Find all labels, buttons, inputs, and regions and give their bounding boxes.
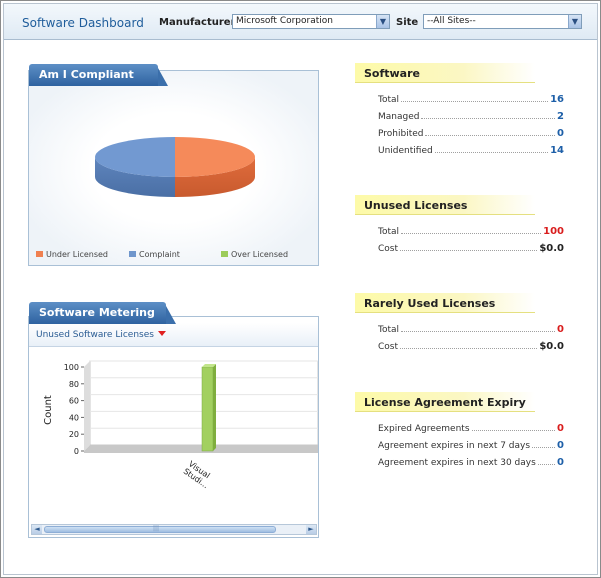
row-leader bbox=[421, 118, 556, 119]
pie-side-complaint bbox=[95, 157, 175, 197]
unused-licenses-title: Unused Licenses bbox=[355, 195, 535, 215]
row-value[interactable]: 0 bbox=[557, 440, 564, 451]
row-leader bbox=[401, 331, 556, 332]
manufacturer-label: Manufacturer bbox=[159, 17, 236, 28]
license-expiry-row: Expired Agreements 0 bbox=[378, 422, 564, 434]
scroll-left-icon[interactable]: ◄ bbox=[32, 525, 42, 534]
row-value[interactable]: 0 bbox=[557, 128, 564, 139]
grip-icon: ||| bbox=[153, 525, 160, 532]
row-value[interactable]: 14 bbox=[550, 145, 564, 156]
y-tick-label: 0 bbox=[74, 447, 79, 456]
scroll-right-icon[interactable]: ► bbox=[306, 525, 316, 534]
metering-toolbar bbox=[29, 323, 318, 347]
rarely-used-title: Rarely Used Licenses bbox=[355, 293, 535, 313]
chart-left-wall bbox=[84, 361, 90, 451]
pie-slice-under-licensed bbox=[175, 137, 255, 177]
row-value[interactable]: 0 bbox=[557, 423, 564, 434]
row-leader bbox=[471, 430, 556, 431]
license-expiry-title: License Agreement Expiry bbox=[355, 392, 535, 412]
software-row: Managed 2 bbox=[378, 110, 564, 122]
chevron-down-icon[interactable]: ▼ bbox=[376, 15, 389, 28]
rarely-used-row: Cost $0.0 bbox=[378, 340, 564, 352]
y-tick-label: 100 bbox=[64, 363, 79, 372]
compliance-pie-chart bbox=[95, 137, 255, 197]
software-row: Unidentified 14 bbox=[378, 144, 564, 156]
row-leader bbox=[532, 447, 556, 448]
site-value: --All Sites-- bbox=[427, 16, 476, 26]
software-section-title: Software bbox=[355, 63, 535, 83]
software-row: Prohibited 0 bbox=[378, 127, 564, 139]
row-value[interactable]: 0 bbox=[557, 457, 564, 468]
row-label: Agreement expires in next 30 days bbox=[378, 458, 536, 468]
legend-under-licensed: Under Licensed bbox=[36, 250, 108, 259]
pie-side-under-licensed bbox=[175, 157, 255, 197]
y-tick-label: 60 bbox=[69, 397, 79, 406]
legend-label: Complaint bbox=[139, 250, 180, 259]
row-label: Agreement expires in next 7 days bbox=[378, 441, 531, 451]
row-value[interactable]: $0.0 bbox=[539, 243, 564, 254]
legend-swatch bbox=[221, 251, 228, 257]
row-label: Unidentified bbox=[378, 146, 433, 156]
bar-side bbox=[213, 364, 216, 451]
metering-dropdown[interactable]: Unused Software Licenses bbox=[36, 330, 166, 340]
site-select[interactable]: --All Sites-- ▼ bbox=[423, 14, 582, 29]
row-value[interactable]: $0.0 bbox=[539, 341, 564, 352]
compliance-panel-title: Am I Compliant bbox=[29, 64, 168, 86]
manufacturer-value: Microsoft Corporation bbox=[236, 16, 333, 26]
legend-swatch bbox=[36, 251, 43, 257]
metering-panel-title: Software Metering bbox=[29, 302, 176, 324]
caret-down-icon[interactable] bbox=[157, 331, 166, 336]
row-leader bbox=[401, 101, 549, 102]
top-bar: Software Dashboard Manufacturer Microsof… bbox=[4, 4, 597, 40]
pie-slice-complaint bbox=[95, 137, 175, 177]
bar-top bbox=[202, 364, 216, 367]
manufacturer-select[interactable]: Microsoft Corporation ▼ bbox=[232, 14, 390, 29]
row-label: Total bbox=[378, 227, 400, 237]
metering-bar-chart: 0 20 40 60 80 100 VisualStudi... Count bbox=[43, 360, 318, 490]
scroll-thumb[interactable]: ||| bbox=[44, 525, 276, 533]
row-label: Cost bbox=[378, 342, 399, 352]
legend-over-licensed: Over Licensed bbox=[221, 250, 288, 259]
y-tick-label: 40 bbox=[69, 413, 79, 422]
row-leader bbox=[400, 250, 538, 251]
row-value[interactable]: 16 bbox=[550, 94, 564, 105]
legend-label: Over Licensed bbox=[231, 250, 289, 259]
row-label: Total bbox=[378, 95, 400, 105]
bar-front[interactable] bbox=[201, 366, 214, 452]
row-leader bbox=[401, 233, 542, 234]
unused-licenses-row: Total 100 bbox=[378, 225, 564, 237]
row-label: Prohibited bbox=[378, 129, 424, 139]
y-tick-label: 20 bbox=[69, 430, 79, 439]
software-row: Total 16 bbox=[378, 93, 564, 105]
legend-label: Under Licensed bbox=[46, 250, 108, 259]
row-value[interactable]: 100 bbox=[543, 226, 564, 237]
legend-complaint: Complaint bbox=[129, 250, 180, 259]
row-value[interactable]: 2 bbox=[557, 111, 564, 122]
license-expiry-row: Agreement expires in next 30 days 0 bbox=[378, 456, 564, 468]
chart-floor bbox=[84, 445, 318, 453]
metering-scrollbar[interactable]: ◄ ||| ► bbox=[31, 524, 317, 535]
x-tick-label: VisualStudi... bbox=[182, 459, 215, 490]
row-value[interactable]: 0 bbox=[557, 324, 564, 335]
app-title: Software Dashboard bbox=[22, 16, 144, 30]
row-leader bbox=[434, 152, 549, 153]
license-expiry-row: Agreement expires in next 7 days 0 bbox=[378, 439, 564, 451]
chevron-down-icon[interactable]: ▼ bbox=[568, 15, 581, 28]
dashboard-inner: Software Dashboard Manufacturer Microsof… bbox=[3, 3, 598, 575]
row-label: Expired Agreements bbox=[378, 424, 470, 434]
unused-licenses-row: Cost $0.0 bbox=[378, 242, 564, 254]
row-leader bbox=[537, 464, 556, 465]
row-leader bbox=[425, 135, 556, 136]
row-label: Total bbox=[378, 325, 400, 335]
row-label: Managed bbox=[378, 112, 420, 122]
metering-dropdown-label: Unused Software Licenses bbox=[36, 330, 154, 340]
y-tick-label: 80 bbox=[69, 380, 79, 389]
y-axis-label: Count bbox=[43, 395, 54, 425]
legend-swatch bbox=[129, 251, 136, 257]
row-label: Cost bbox=[378, 244, 399, 254]
row-leader bbox=[400, 348, 538, 349]
rarely-used-row: Total 0 bbox=[378, 323, 564, 335]
site-label: Site bbox=[396, 17, 419, 28]
